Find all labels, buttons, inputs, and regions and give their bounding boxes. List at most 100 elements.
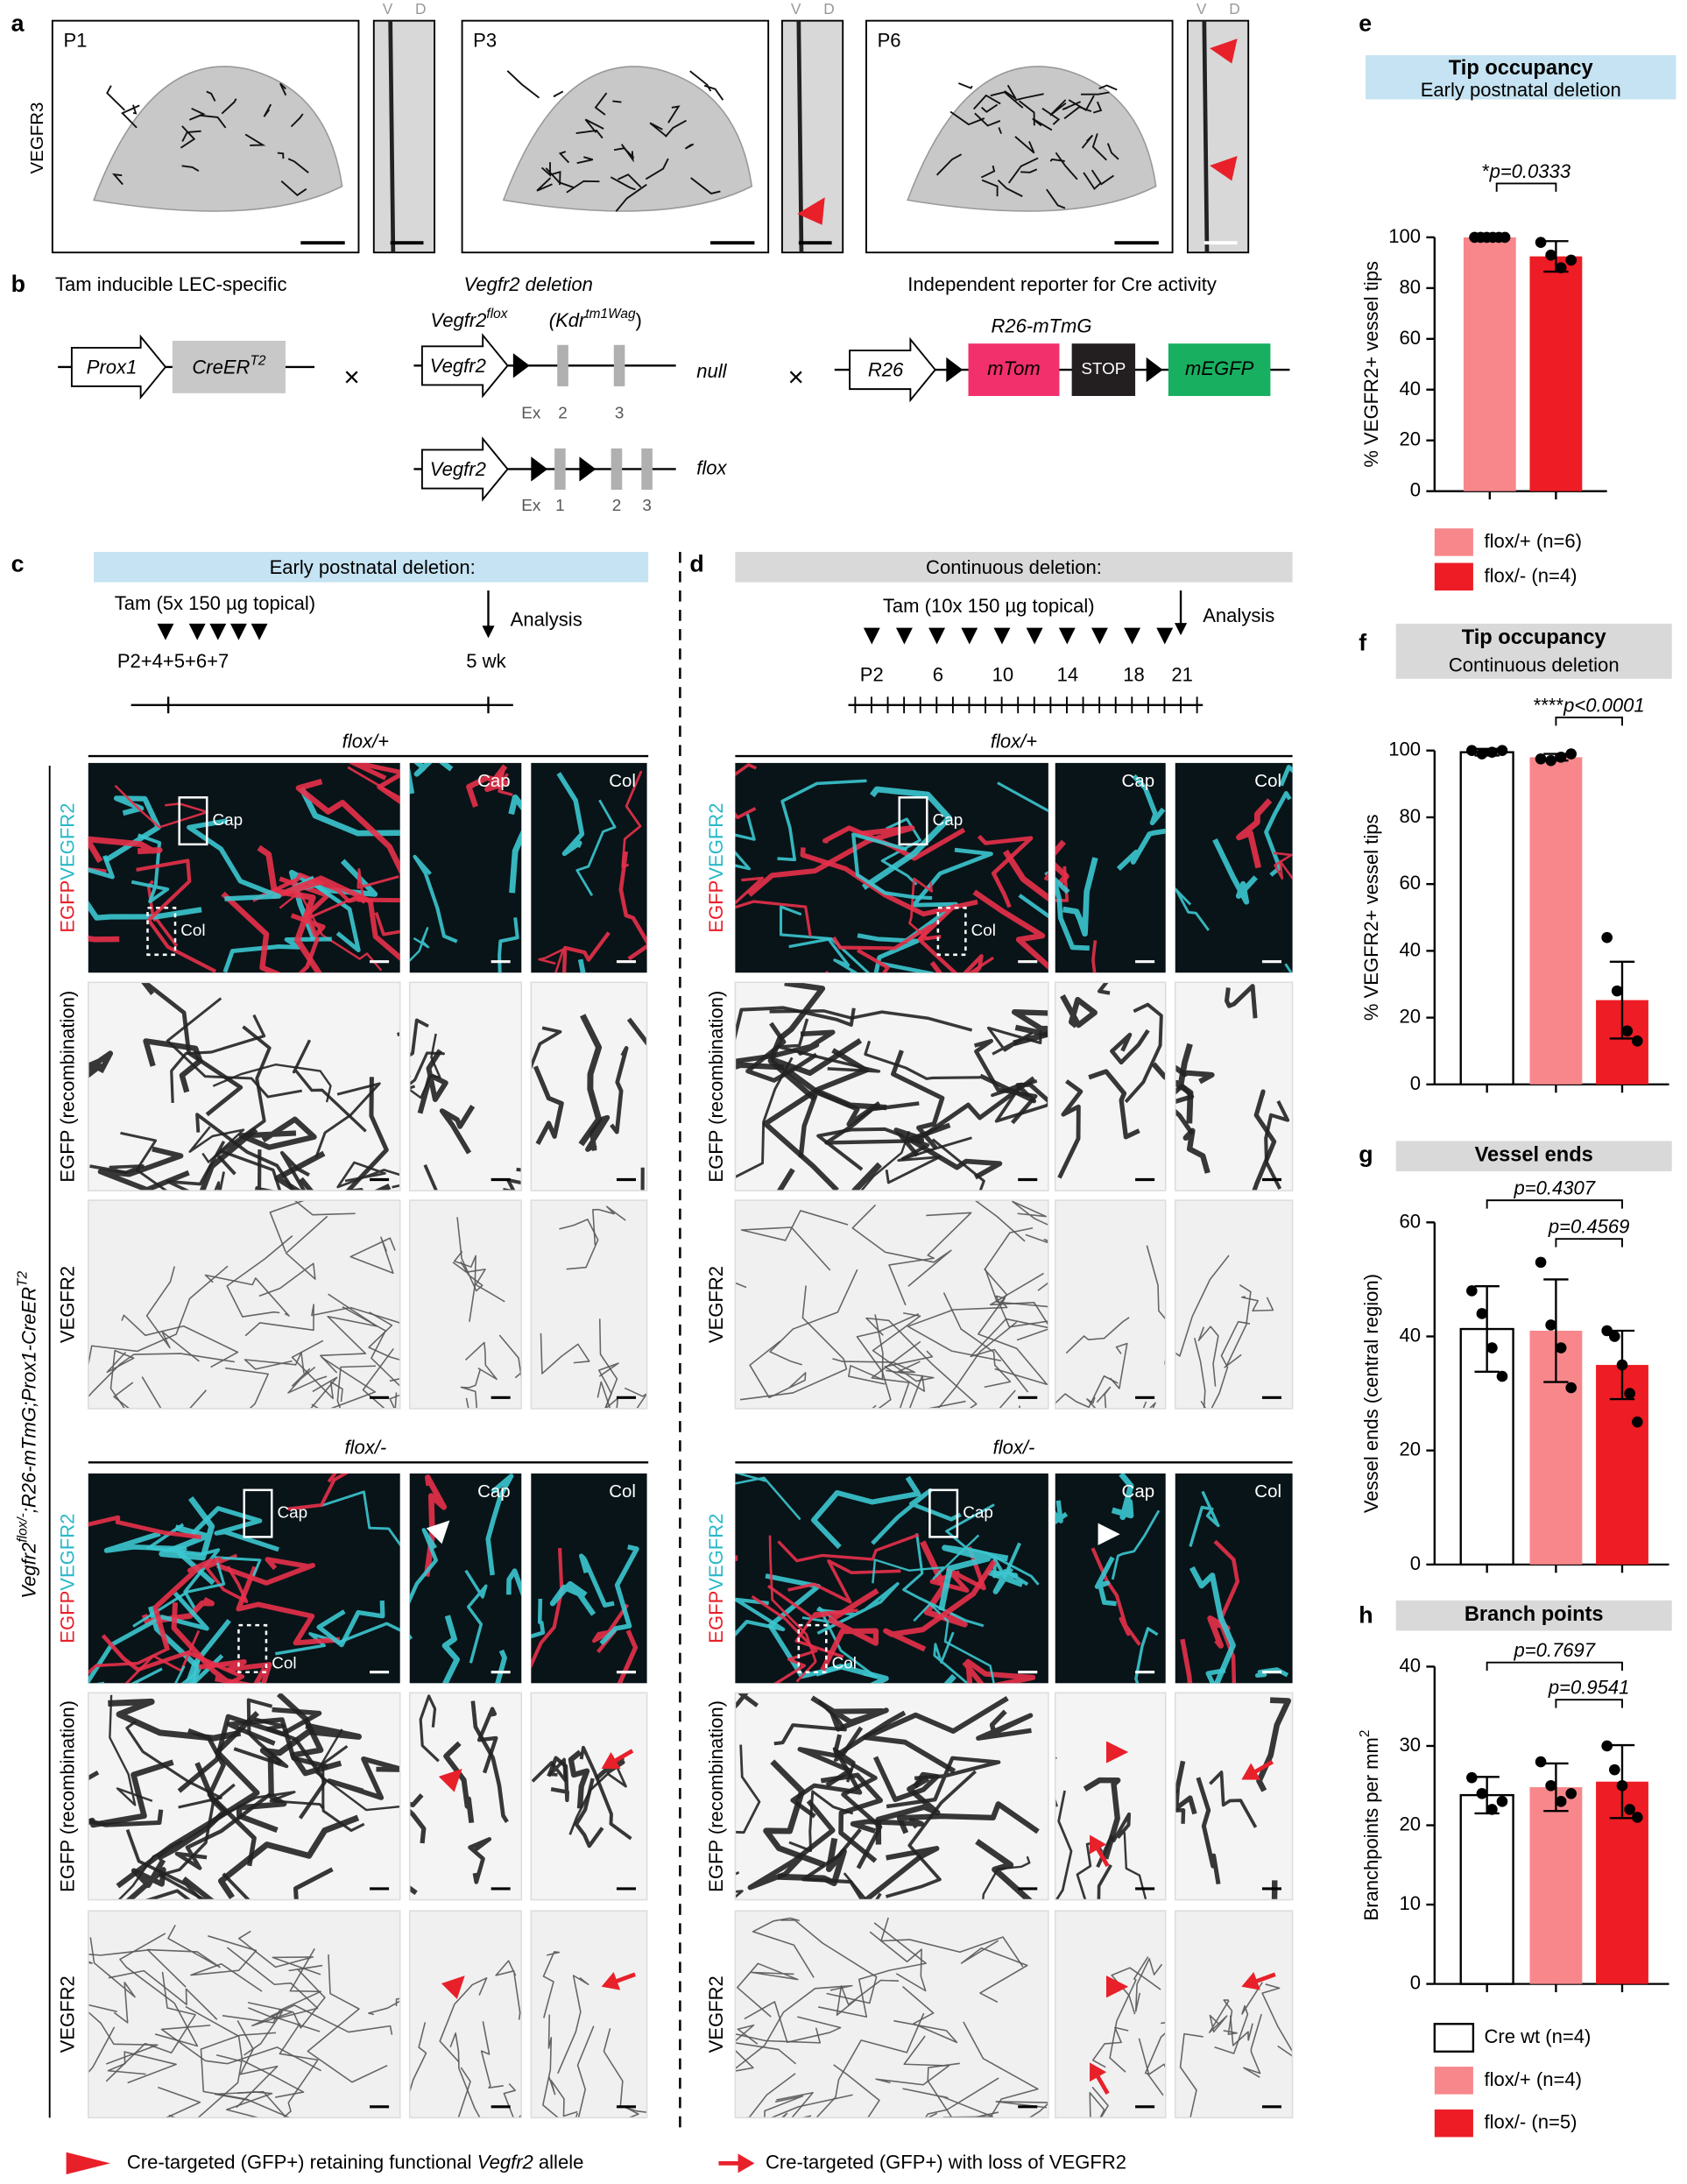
vessel: [752, 1917, 815, 1978]
text-part: flox/+ (n=6): [1485, 530, 1582, 552]
text-part: EGFP: [705, 880, 727, 933]
text-part: D: [1229, 0, 1240, 18]
vessel: [503, 1167, 522, 1191]
text-part: 100: [1388, 739, 1421, 760]
vessel: [189, 107, 206, 121]
vessel: [125, 1828, 204, 1900]
data-point: [1496, 745, 1508, 757]
vessel: [1134, 1627, 1159, 1684]
vessel: [280, 180, 307, 196]
vessel: [735, 1597, 786, 1637]
vessels: [735, 1473, 1040, 1684]
vessel: [579, 1553, 615, 1608]
vessel: [113, 1382, 134, 1409]
text-part: VEGFR2: [705, 803, 727, 880]
vessel: [292, 1039, 367, 1133]
vessel: [204, 1274, 290, 1317]
vessel: [1110, 1028, 1150, 1065]
region-label: Col: [1254, 1481, 1281, 1502]
arrowhead: [797, 197, 825, 225]
vessel: [344, 1077, 389, 1191]
data-point: [1565, 748, 1578, 760]
arrowhead: [441, 1975, 465, 1999]
chart-title: Vessel ends: [1475, 1144, 1593, 1167]
frame: [1174, 981, 1294, 1191]
bracket: [1495, 182, 1557, 192]
row-label: VEGFR2: [57, 1975, 79, 2053]
y-tick-label: 20: [1400, 1005, 1422, 1027]
vessel: [980, 165, 996, 179]
vessel: [767, 1584, 858, 1658]
vessel: [832, 924, 942, 951]
vessel: [409, 927, 430, 963]
tissue: [93, 66, 343, 212]
text-part: Continuous deletion:: [926, 556, 1102, 578]
vessel: [575, 799, 617, 896]
text-part: Ex: [521, 404, 541, 422]
vessel: [735, 1693, 759, 1710]
vessel: [780, 2112, 812, 2118]
vessel: [88, 855, 115, 880]
vessel: [769, 1269, 858, 1366]
frame: [1054, 981, 1167, 1191]
vessel: [198, 1659, 272, 1684]
vessel: [615, 183, 647, 212]
exon-label: 2: [612, 497, 622, 515]
text-part: flox/+: [991, 730, 1037, 752]
vessel: [559, 1219, 599, 1270]
vessel: [225, 1367, 269, 1409]
region-label: Cap: [933, 811, 963, 830]
vessel: [233, 1698, 289, 1769]
vessel: [1004, 84, 1017, 100]
caption: Tam inducible LEC-specific: [55, 273, 286, 295]
text-part: Col: [832, 1654, 857, 1672]
vessel: [540, 1332, 590, 1375]
arrowhead: [1106, 1741, 1129, 1763]
vessel: [645, 158, 669, 180]
mtom: mTom: [987, 357, 1040, 379]
vessel: [869, 1931, 927, 1992]
vessel: [177, 1707, 322, 1793]
vessels: [88, 1200, 400, 1409]
bar: [1529, 757, 1583, 1085]
vessels: [1175, 984, 1290, 1191]
vessel: [456, 1217, 484, 1292]
micrograph: [409, 1911, 522, 2118]
stop: STOP: [1081, 360, 1126, 378]
stop-box: [1071, 343, 1136, 397]
vessel: [549, 1580, 596, 1616]
header: Continuous deletion:: [926, 556, 1102, 578]
vessel: [188, 1126, 245, 1163]
frame: [530, 1910, 648, 2119]
text-part: ×: [343, 361, 359, 392]
vessel: [244, 2002, 293, 2056]
text-part: Vegfr2: [430, 355, 486, 377]
vessel: [735, 2027, 822, 2072]
vessel: [1049, 99, 1067, 117]
annotation: p=0.4569: [1548, 1215, 1630, 1237]
text-part: Cap: [933, 811, 963, 830]
region-label: Col: [971, 922, 996, 940]
vessels: [735, 1917, 1048, 2118]
vessel: [258, 1215, 328, 1297]
data-point: [1545, 1779, 1556, 1792]
vessel: [531, 1548, 564, 1670]
vessel: [962, 1658, 1036, 1684]
vessel: [146, 1523, 221, 1612]
vessel: [773, 1700, 847, 1746]
data-point: [1555, 262, 1567, 273]
text-part: ): [636, 309, 642, 331]
text-part: Col: [272, 1654, 296, 1672]
vessel: [1175, 1255, 1230, 1357]
vessel: [88, 1265, 229, 1369]
vessel: [540, 162, 552, 177]
vessel: [942, 1292, 1012, 1389]
text-part: Col: [1254, 1481, 1281, 1502]
vessel: [973, 1038, 1038, 1125]
vessel: [244, 1351, 305, 1374]
chart-header: [1366, 55, 1676, 100]
arrow: [1090, 1834, 1110, 1868]
vessel: [498, 917, 519, 973]
vessel: [1279, 765, 1293, 787]
vessel: [158, 2086, 201, 2118]
